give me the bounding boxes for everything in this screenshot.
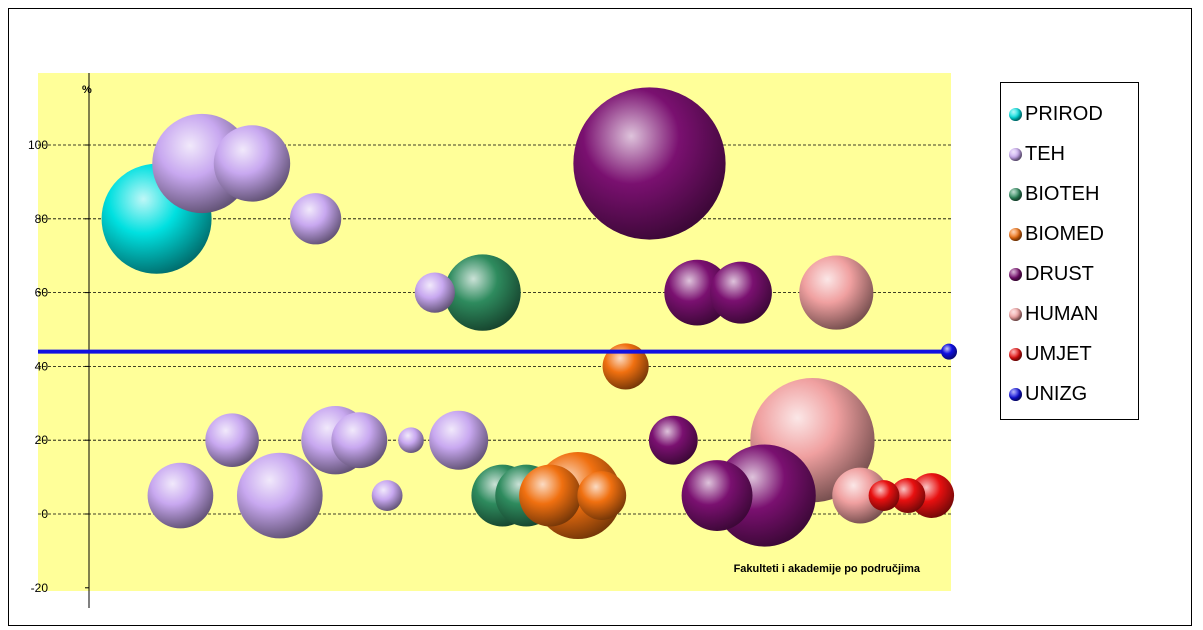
legend-label: HUMAN (1025, 302, 1099, 325)
bubble-teh-8 (331, 412, 388, 469)
legend-item-umjet: UMJET (1009, 339, 1092, 369)
legend-item-unizg: UNIZG (1009, 379, 1087, 409)
legend-item-prirod: PRIROD (1009, 99, 1103, 129)
bubble-biomed-1 (602, 343, 649, 390)
chart-annotation: Fakulteti i akademije po područjima (734, 563, 921, 575)
legend-label: UNIZG (1025, 382, 1088, 405)
bubble-teh-4 (147, 462, 214, 529)
legend-swatch-icon (1009, 347, 1022, 361)
legend-swatch-icon (1009, 227, 1022, 241)
tick-label-100: 100 (28, 138, 48, 152)
tick-label-60: 60 (35, 286, 49, 300)
legend-label: TEH (1025, 142, 1065, 165)
y-ticks: -20 0 20 40 60 80 100 (28, 138, 89, 595)
bubble-teh-9 (371, 480, 403, 511)
bubble-teh-3 (289, 193, 342, 245)
legend-label: UMJET (1025, 342, 1092, 365)
bubble-drust-5 (681, 460, 753, 531)
legend-item-bioteh: BIOTEH (1009, 179, 1099, 209)
bubble-drust-3 (709, 261, 772, 324)
bubble-umjet-2 (890, 478, 926, 514)
legend-item-human: HUMAN (1009, 299, 1098, 329)
legend-swatch-icon (1009, 107, 1022, 121)
legend-swatch-icon (1009, 147, 1022, 161)
bubble-drust-1 (573, 87, 726, 240)
legend-label: BIOTEH (1025, 182, 1100, 205)
tick-label-0: 0 (41, 507, 48, 521)
legend-swatch-icon (1009, 267, 1022, 281)
legend-label: PRIROD (1025, 102, 1103, 125)
legend-item-biomed: BIOMED (1009, 219, 1104, 249)
tick-label-40: 40 (35, 359, 49, 373)
bubble-drust-2 (664, 259, 731, 326)
bubble-human-3 (832, 467, 889, 524)
tick-label-20: 20 (35, 433, 49, 447)
unizg-average-marker (941, 343, 957, 360)
legend-swatch-icon (1009, 187, 1022, 201)
tick-label-80: 80 (35, 212, 49, 226)
legend-item-teh: TEH (1009, 139, 1065, 169)
bubble-human-1 (799, 255, 874, 330)
bubbles (101, 87, 955, 547)
bubble-teh-12 (429, 410, 489, 470)
bubble-biomed-2 (519, 464, 582, 527)
y-axis-label: % (82, 84, 92, 96)
bubble-teh-2 (213, 125, 291, 202)
bubble-teh-6 (236, 452, 323, 539)
chart-frame (8, 8, 1192, 626)
bubble-teh-11 (414, 272, 455, 313)
legend-label: BIOMED (1025, 222, 1104, 245)
legend-label: DRUST (1025, 262, 1094, 285)
legend-swatch-icon (1009, 307, 1022, 321)
legend: PRIROD TEH BIOTEH BIOMED DRUST HUMAN UMJET UNIZ… (1000, 82, 1139, 420)
bubble-umjet-1 (868, 480, 900, 511)
bubble-teh-5 (205, 413, 259, 468)
bubble-teh-10 (398, 427, 424, 454)
bubble-bioteh-1 (444, 254, 521, 331)
tick-label--20: -20 (31, 581, 49, 595)
legend-swatch-icon (1009, 387, 1022, 401)
bubble-biomed-4 (577, 471, 627, 520)
legend-item-drust: DRUST (1009, 259, 1094, 289)
bubble-drust-4 (648, 415, 698, 465)
